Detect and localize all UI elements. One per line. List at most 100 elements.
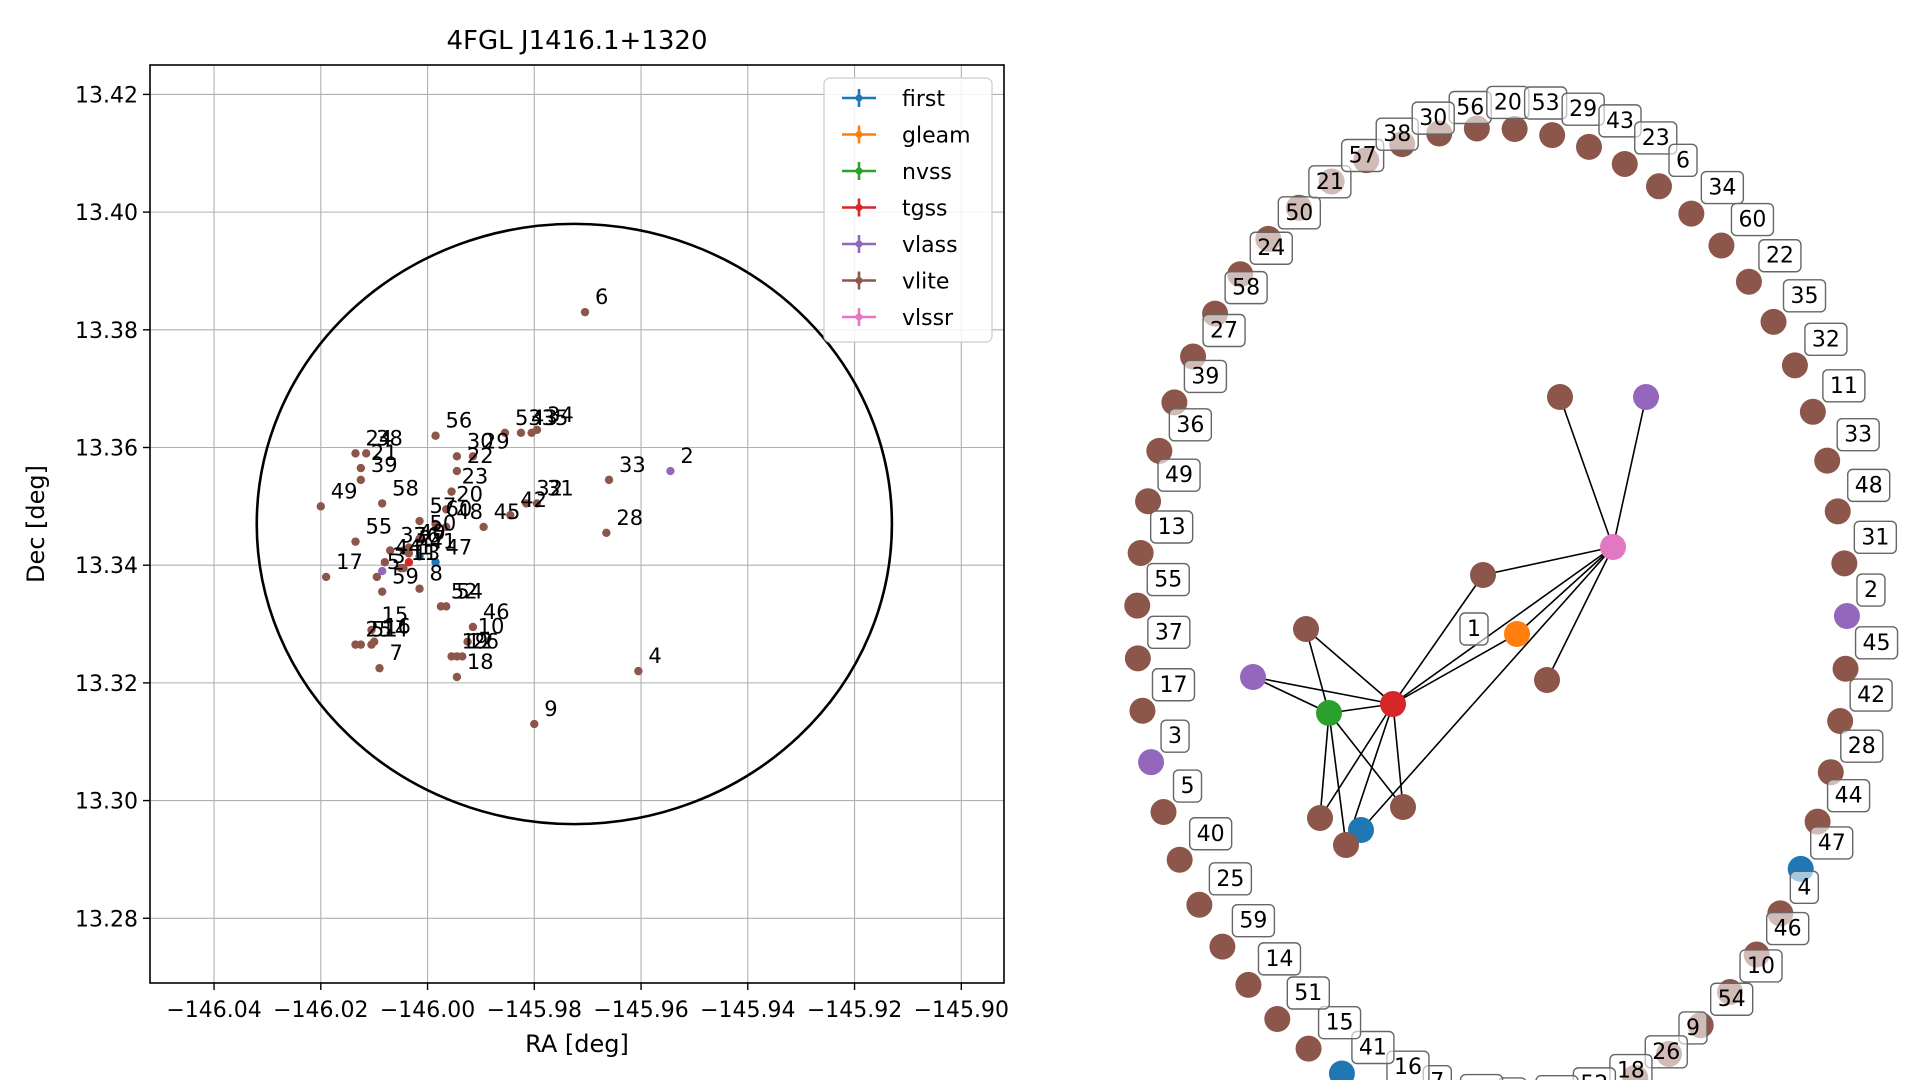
y-tick-label: 13.40 (75, 201, 138, 226)
ring-node-2 (1833, 603, 1860, 630)
scatter-point-3 (377, 566, 387, 576)
network-edge (1546, 546, 1614, 681)
ring-node-label-25: 25 (1216, 867, 1244, 892)
scatter-point-label-13: 13 (414, 541, 441, 565)
scatter-point-label-28: 28 (616, 506, 643, 530)
scatter-point-19 (447, 652, 456, 661)
scatter-point-label-17: 17 (336, 550, 363, 574)
ring-node-label-13: 13 (1158, 515, 1186, 540)
scatter-point-9 (530, 719, 539, 729)
ring-node-label-box-10 (1739, 949, 1783, 983)
ring-node-label-40: 40 (1197, 822, 1225, 847)
ring-node-label-box-49 (1157, 458, 1201, 492)
ring-node-label-39: 39 (1191, 364, 1219, 389)
scatter-point-label-38: 38 (376, 426, 403, 450)
scatter-point-15 (367, 625, 376, 635)
scatter-point-label-6: 6 (595, 285, 608, 309)
ring-node-label-box-44 (1826, 778, 1871, 813)
ring-node-3 (1138, 749, 1165, 776)
ring-node-label-box-30 (1411, 101, 1455, 135)
x-axis-label: RA [deg] (525, 1030, 629, 1058)
ring-node-25 (1186, 891, 1213, 918)
network-edge (1392, 703, 1404, 808)
ring-node-label-box-59 (1231, 903, 1276, 938)
scatter-point-label-47: 47 (446, 535, 473, 559)
ring-node-label-box-39 (1183, 359, 1228, 394)
network-node-hub-nvss (1316, 700, 1342, 726)
ring-node-label-24: 24 (1257, 236, 1285, 261)
ring-node-60 (1708, 232, 1735, 259)
ring-node-label-box-32 (1804, 322, 1848, 357)
scatter-point-54 (442, 602, 451, 611)
ring-node-40 (1166, 846, 1193, 873)
ring-node-label-box-26 (1644, 1035, 1688, 1069)
scatter-point-label-44: 44 (395, 535, 422, 559)
ring-node-label-27: 27 (1210, 318, 1238, 343)
scatter-point-46 (468, 622, 478, 632)
ring-node-label-51: 51 (1294, 981, 1322, 1006)
scatter-point-label-22: 22 (467, 444, 494, 468)
x-tick-label: −146.00 (380, 998, 475, 1023)
y-tick-label: 13.34 (75, 554, 138, 579)
scatter-point-label-12: 12 (467, 629, 494, 653)
ring-node-label-34: 34 (1708, 176, 1736, 201)
ring-node-label-56: 56 (1456, 96, 1484, 121)
ring-node-label-box-23 (1634, 121, 1678, 155)
ring-node-label-box-3 (1160, 719, 1190, 753)
ring-node-label-box-47 (1810, 826, 1854, 860)
ring-node-label-box-22 (1758, 239, 1802, 273)
ring-node-43 (1576, 133, 1603, 160)
ring-node-label-21: 21 (1316, 170, 1344, 195)
scatter-point-22 (452, 466, 462, 476)
scatter-point-35 (527, 428, 536, 437)
scatter-point-label-59: 59 (392, 565, 419, 589)
ring-node-59 (1209, 933, 1236, 960)
ring-node-label-box-17 (1151, 668, 1196, 702)
y-tick-label: 13.28 (75, 907, 138, 932)
ring-node-53 (1501, 116, 1528, 143)
ring-node-label-7: 7 (1430, 1070, 1444, 1080)
network-edge (1305, 628, 1330, 714)
ring-node-label-18: 18 (1617, 1059, 1645, 1080)
scatter-point-21 (356, 463, 366, 473)
ring-node-label-52: 52 (1580, 1072, 1608, 1080)
ring-node-36 (1146, 437, 1173, 464)
ring-node-label-36: 36 (1176, 413, 1204, 438)
ring-node-label-box-52 (1572, 1067, 1617, 1080)
scatter-point-label-23: 23 (462, 465, 489, 489)
ring-node-label-box-43 (1598, 104, 1642, 138)
scatter-point-label-35: 35 (542, 406, 569, 430)
ring-node-6 (1645, 173, 1672, 200)
scatter-point-label-55: 55 (365, 515, 392, 539)
network-edge (1328, 712, 1404, 808)
network-node-hub-vlite-c (1534, 667, 1560, 693)
scatter-point-label-58: 58 (392, 476, 419, 500)
scatter-point-57 (415, 516, 424, 526)
scatter-point-label-4: 4 (648, 644, 661, 668)
y-axis-label: Dec [deg] (22, 465, 50, 583)
ring-node-label-57: 57 (1349, 143, 1377, 168)
scatter-point-label-18: 18 (467, 650, 494, 674)
scatter-point-47 (431, 558, 440, 567)
scatter-point-13 (399, 563, 408, 573)
ring-node-label-28: 28 (1848, 734, 1876, 759)
network-edge (1612, 396, 1647, 548)
legend-label-nvss: nvss (902, 160, 952, 185)
scatter-point-label-43: 43 (531, 406, 558, 430)
scatter-point-49 (316, 502, 325, 511)
scatter-point-1 (404, 558, 414, 567)
scatter-point-18 (452, 672, 462, 682)
ring-node-32 (1781, 352, 1808, 379)
hub-label-1: 1 (1467, 617, 1481, 642)
network-node-hub-vlite-g (1333, 832, 1359, 858)
scatter-point-56 (431, 431, 440, 440)
legend-label-first: first (902, 87, 945, 112)
scatter-point-29 (468, 452, 478, 461)
ring-node-label-26: 26 (1652, 1040, 1680, 1065)
ring-node-label-box-45 (1854, 626, 1899, 660)
network-labels: 56 20 53 29 43236346022353211334831245422844… (1146, 85, 1899, 1080)
ring-node-31 (1831, 550, 1858, 577)
source-ellipse (255, 222, 894, 826)
ring-node-label-37: 37 (1155, 620, 1183, 645)
